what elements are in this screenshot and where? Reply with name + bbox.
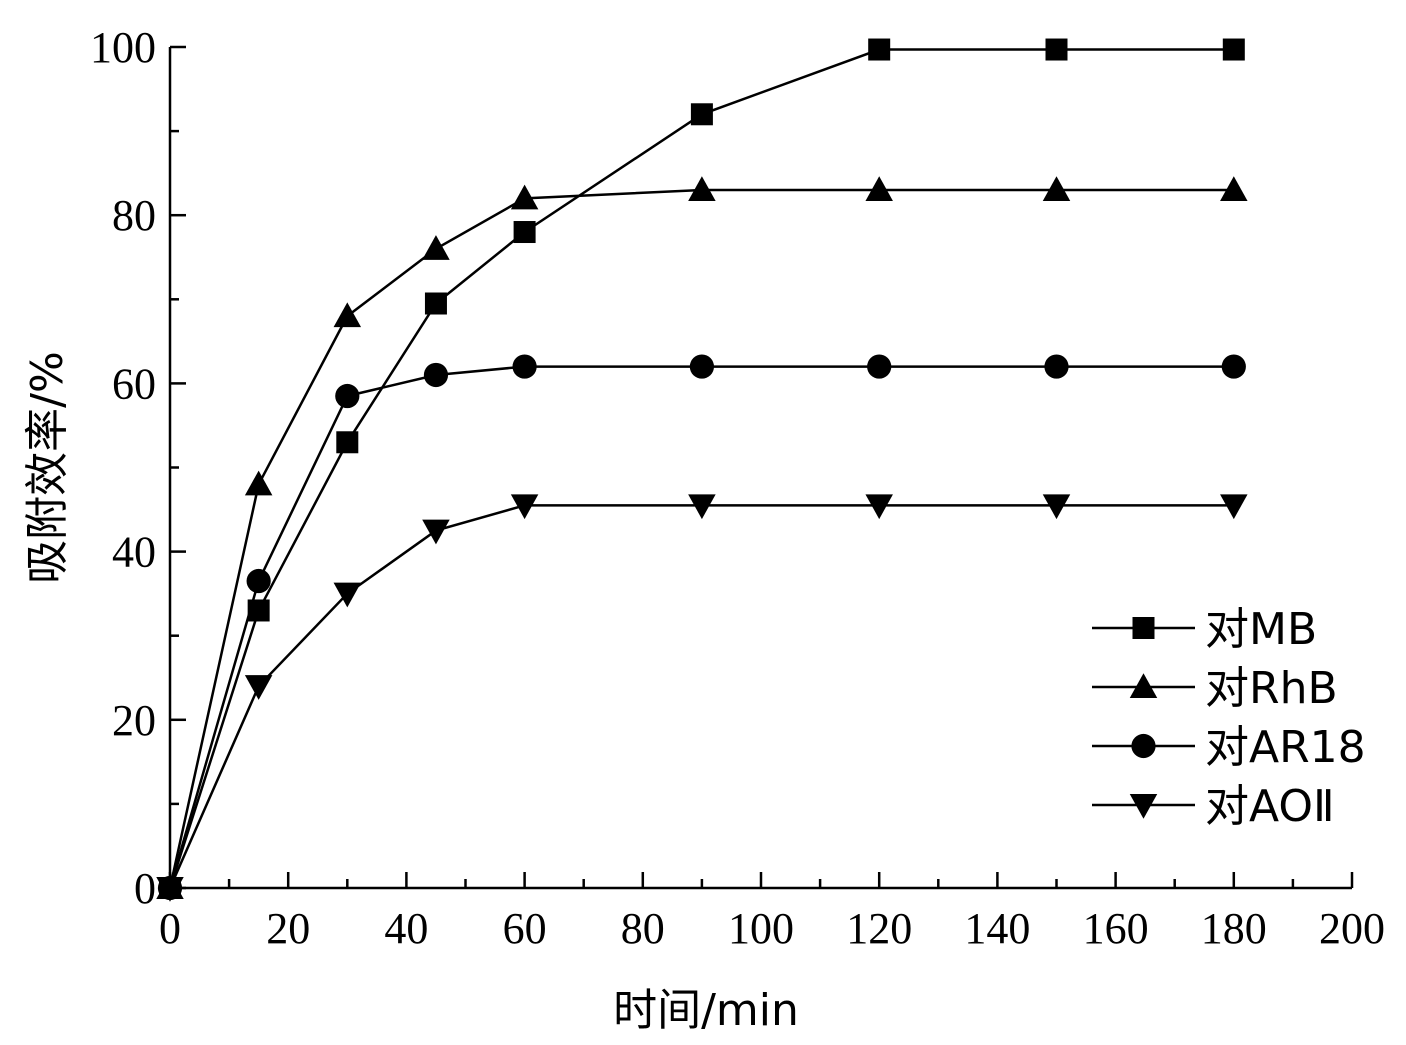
x-tick-label: 0: [159, 904, 181, 953]
data-point-triangle-down: [156, 877, 184, 902]
y-axis-title: 吸附效率/%: [22, 351, 73, 584]
y-tick-label: 40: [112, 528, 156, 577]
series-triangle-up: [156, 176, 1248, 899]
series-line: [168, 188, 1234, 889]
data-point-square: [247, 599, 270, 622]
data-point-circle: [1044, 354, 1069, 379]
legend-label: 对AR18: [1205, 722, 1366, 773]
legend-item: 对MB: [1092, 604, 1317, 655]
data-point-circle: [423, 362, 449, 388]
data-point-triangle-down: [1042, 494, 1071, 520]
x-tick-label: 200: [1319, 904, 1385, 953]
data-point-triangle-down: [333, 582, 362, 608]
data-point-triangle-up: [1042, 176, 1071, 201]
x-tick-label: 140: [964, 904, 1030, 953]
legend: 对MB 对RhB 对AR18 对AOⅡ: [1092, 604, 1366, 832]
axes: 0 20 40 60 80 100 120 140 160 180 200 0 20 40 60 80 100: [90, 23, 1385, 953]
legend-marker: [1129, 673, 1158, 698]
x-tick-label: 180: [1201, 904, 1267, 953]
legend-label: 对MB: [1205, 604, 1317, 655]
data-point-triangle-up: [1220, 176, 1248, 201]
legend-label: 对AOⅡ: [1205, 781, 1335, 832]
x-tick-label: 80: [621, 904, 665, 953]
series-line: [168, 365, 1234, 889]
legend-item: 对AOⅡ: [1092, 781, 1335, 832]
series-circle: [157, 354, 1246, 901]
data-point-triangle-up: [688, 176, 716, 201]
x-axis-title: 时间/min: [613, 985, 799, 1036]
data-point-square: [424, 292, 447, 315]
data-point-triangle-up: [510, 184, 539, 210]
y-tick-label: 100: [90, 23, 156, 72]
data-point-square: [336, 431, 359, 454]
data-point-circle: [1221, 354, 1246, 379]
data-point-triangle-down: [510, 494, 539, 520]
data-point-circle: [246, 568, 271, 594]
y-tick-label: 80: [112, 191, 156, 240]
data-point-square: [1222, 38, 1245, 61]
data-point-square: [690, 103, 713, 126]
x-tick-label: 100: [728, 904, 794, 953]
data-point-circle: [867, 354, 892, 379]
legend-marker: [1132, 617, 1155, 639]
data-point-circle: [512, 354, 537, 379]
x-tick-label: 20: [266, 904, 310, 953]
x-tick-label: 40: [384, 904, 428, 953]
y-tick-label: 0: [134, 864, 156, 913]
data-point-triangle-down: [422, 519, 450, 545]
x-tick-label: 160: [1083, 904, 1149, 953]
data-point-circle: [689, 354, 715, 379]
legend-item: 对AR18: [1092, 722, 1366, 773]
data-point-triangle-down: [244, 675, 273, 700]
data-point-triangle-down: [865, 494, 893, 520]
x-tick-label: 120: [846, 904, 912, 953]
y-tick-label: 20: [112, 696, 156, 745]
data-point-triangle-down: [688, 494, 716, 520]
legend-marker: [1131, 733, 1156, 759]
data-point-triangle-down: [1220, 494, 1248, 520]
series-triangle-down: [156, 494, 1248, 902]
data-point-square: [1045, 38, 1068, 61]
x-tick-label: 60: [503, 904, 547, 953]
series-group: [156, 38, 1248, 902]
data-point-circle: [335, 383, 360, 409]
series-line: [168, 504, 1234, 889]
data-point-triangle-up: [422, 235, 450, 260]
data-point-triangle-up: [333, 302, 362, 328]
data-point-triangle-up: [865, 176, 893, 201]
y-tick-label: 60: [112, 359, 156, 408]
legend-item: 对RhB: [1092, 663, 1338, 714]
data-point-square: [868, 38, 891, 61]
series-square: [159, 38, 1245, 899]
series-line: [168, 48, 1234, 889]
data-point-square: [513, 221, 536, 244]
legend-marker: [1129, 794, 1158, 819]
data-point-triangle-up: [244, 470, 273, 496]
legend-label: 对RhB: [1205, 663, 1338, 714]
